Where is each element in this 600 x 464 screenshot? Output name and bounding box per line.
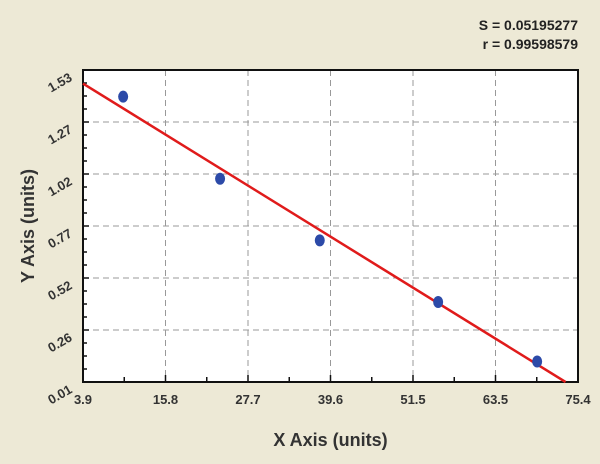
y-tick-label: 1.53	[45, 70, 74, 96]
y-tick-label: 1.02	[45, 174, 74, 200]
x-tick-label: 15.8	[153, 392, 178, 407]
y-tick-label: 1.27	[45, 122, 74, 148]
x-tick-label: 51.5	[400, 392, 425, 407]
fit-line	[82, 82, 567, 384]
x-tick-label: 3.9	[74, 392, 92, 407]
y-tick-label: 0.77	[45, 226, 74, 252]
plot-border	[82, 69, 579, 383]
data-point	[314, 234, 325, 247]
data-point	[433, 295, 444, 308]
stat-s: S = 0.05195277	[478, 17, 578, 33]
x-tick-label: 75.4	[565, 392, 591, 407]
y-axis-label: Y Axis (units)	[18, 169, 38, 283]
y-tick-label: 0.26	[45, 330, 74, 356]
y-tick-label: 0.01	[45, 382, 74, 408]
stat-r: r = 0.99598579	[482, 36, 578, 52]
data-point	[215, 172, 226, 185]
data-point	[532, 355, 543, 368]
y-tick-label: 0.52	[45, 278, 74, 304]
x-tick-label: 39.6	[318, 392, 343, 407]
x-axis-label: X Axis (units)	[273, 430, 387, 450]
x-tick-label: 63.5	[483, 392, 508, 407]
x-tick-label: 27.7	[235, 392, 260, 407]
data-point	[118, 90, 129, 103]
